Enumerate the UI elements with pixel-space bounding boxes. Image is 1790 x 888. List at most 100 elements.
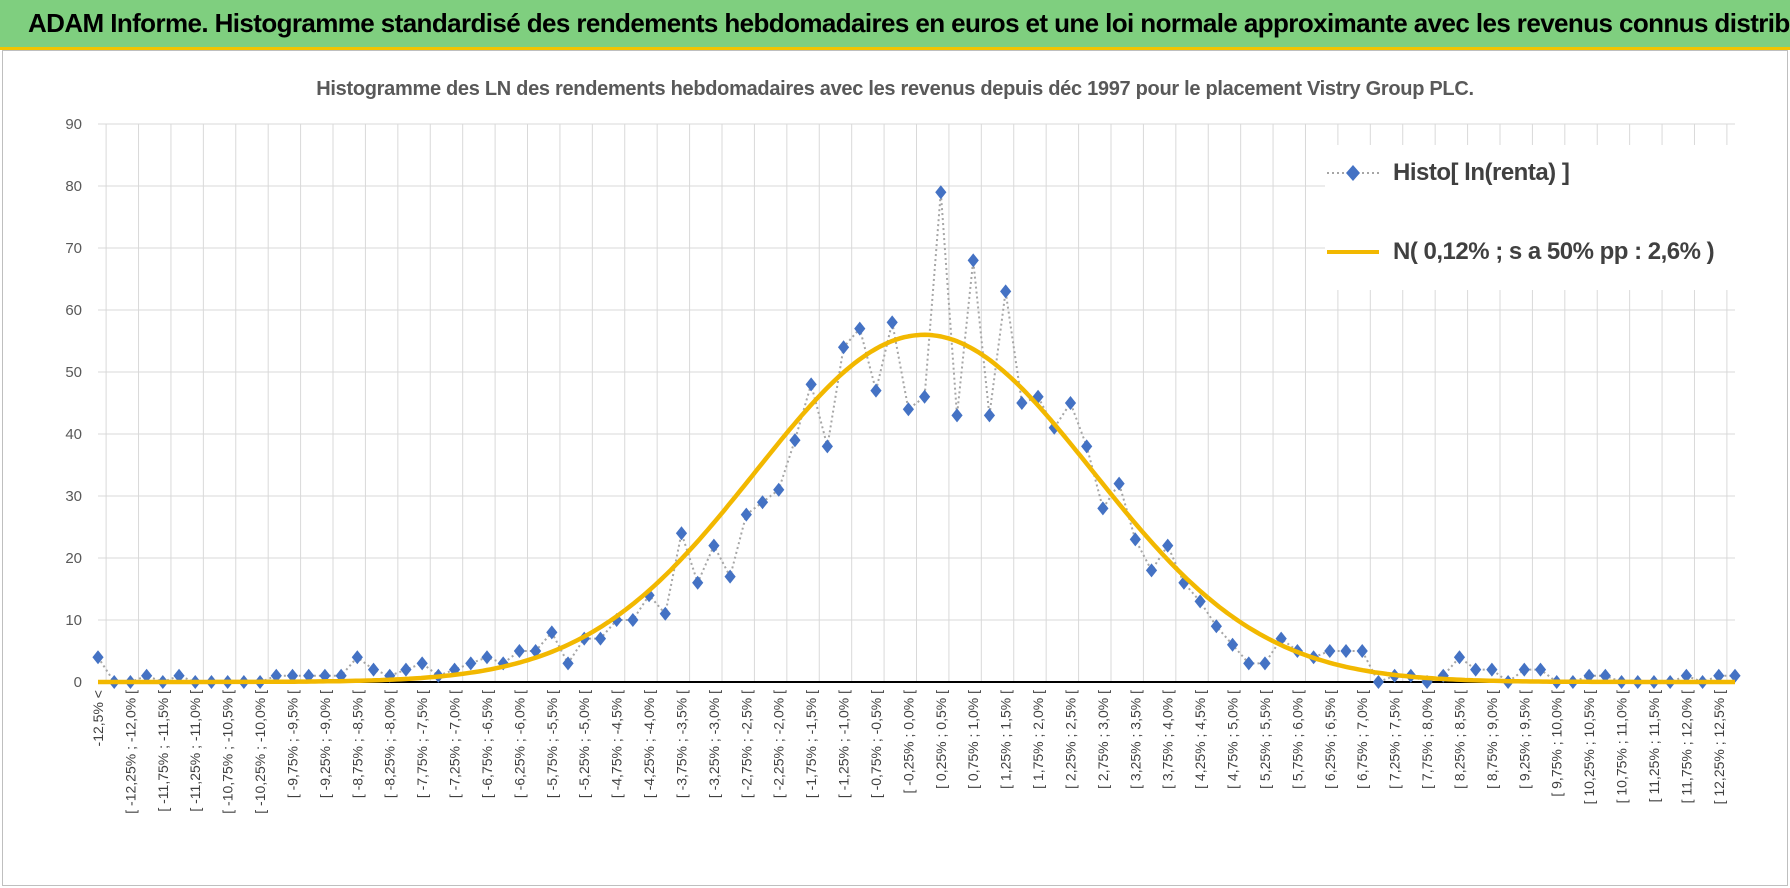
histo-point [270, 668, 282, 683]
histo-point [1453, 650, 1466, 665]
histo-point [854, 321, 866, 336]
x-tick-label: [ 0,75% ; 1,0% [ [965, 690, 981, 789]
y-tick-label: 20 [65, 550, 82, 567]
x-tick-label: [ -10,25% ; -10,0% [ [252, 690, 268, 814]
histo-point [1226, 637, 1239, 652]
histo-point [1048, 420, 1060, 435]
histo-point [951, 408, 963, 423]
histo-point [708, 538, 720, 553]
histo-point [1599, 668, 1611, 683]
histo-point [1340, 644, 1352, 658]
x-tick-label: [ -10,75% ; -10,5% [ [220, 690, 236, 814]
x-tick-label: [ -1,25% ; -1,0% [ [836, 690, 852, 798]
histo-point [789, 433, 801, 448]
histo-point [627, 613, 639, 627]
histo-point [1081, 439, 1093, 454]
histo-point [1275, 631, 1287, 646]
x-tick-label: [ 10,25% ; 10,5% [ [1581, 690, 1597, 805]
histo-point [367, 662, 380, 677]
histo-point [351, 650, 363, 665]
histo-point [1324, 644, 1336, 658]
legend-normal-line [1327, 250, 1379, 254]
x-tick-labels: -12,5% < [ -12,25% ; -12,0% [[ -11,75% ; … [90, 690, 1727, 814]
x-tick-label: [ 3,75% ; 4,0% [ [1160, 690, 1176, 789]
histo-point [1713, 668, 1725, 683]
x-tick-label: [ -9,25% ; -9,0% [ [317, 690, 333, 798]
x-tick-label: [ -0,75% ; -0,5% [ [868, 690, 884, 798]
normal-series-layer [98, 332, 1735, 685]
x-tick-label: [ 2,75% ; 3,0% [ [1095, 690, 1111, 789]
histo-point [173, 668, 185, 683]
x-tick-label: [ -2,75% ; -2,5% [ [738, 690, 754, 798]
histo-point [983, 408, 996, 423]
y-tick-label: 50 [65, 364, 82, 381]
histo-point [286, 668, 299, 683]
histo-point [756, 495, 769, 510]
legend-normal-label: N( 0,12% ; s a 50% pp : 2,6% ) [1393, 238, 1715, 265]
histo-point [1162, 538, 1174, 553]
x-tick-label: [ 11,75% ; 12,0% [ [1678, 690, 1694, 803]
histo-point [448, 662, 461, 677]
histo-point [1194, 594, 1206, 609]
report-title: ADAM Informe. Histogramme standardisé de… [28, 8, 1790, 38]
x-tick-label: [ 2,25% ; 2,5% [ [1062, 690, 1078, 789]
histo-point [902, 402, 914, 417]
x-tick-label: -12,5% < [90, 690, 106, 746]
x-tick-label: [ -6,75% ; -6,5% [ [479, 690, 495, 798]
y-tick-label: 90 [65, 116, 82, 133]
x-tick-label: [ 7,75% ; 8,0% [ [1419, 690, 1435, 789]
histo-point [1129, 532, 1141, 547]
histo-point [562, 656, 574, 671]
histo-point [886, 315, 898, 330]
histo-point [497, 656, 509, 671]
legend-item-normal: N( 0,12% ; s a 50% pp : 2,6% ) [1325, 232, 1715, 272]
chart-legend: Histo[ ln(renta) ] N( 0,12% ; s a 50% pp… [1325, 145, 1765, 290]
x-tick-label: [ -8,25% ; -8,0% [ [382, 690, 398, 798]
histo-point [805, 377, 817, 392]
histo-point [773, 482, 785, 497]
histo-point [1470, 662, 1482, 677]
x-tick-label: [ -5,75% ; -5,5% [ [544, 690, 560, 798]
histo-point [92, 650, 104, 665]
x-tick-label: [ -5,25% ; -5,0% [ [576, 690, 592, 798]
histo-point [692, 575, 704, 590]
x-tick-label: [ 12,25% ; 12,5% [ [1711, 690, 1727, 805]
x-tick-label: [ 1,75% ; 2,0% [ [1030, 690, 1046, 789]
histo-point [821, 439, 833, 454]
legend-histo-marker [1327, 165, 1379, 181]
x-tick-label: [ 6,75% ; 7,0% [ [1354, 690, 1370, 789]
x-tick-label: [ -6,25% ; -6,0% [ [511, 690, 527, 798]
histo-point [546, 625, 558, 640]
histo-point [1583, 668, 1595, 683]
y-tick-label: 60 [65, 302, 82, 319]
y-tick-label: 80 [65, 178, 82, 195]
x-tick-label: [ 10,75% ; 11,0% [ [1614, 690, 1630, 803]
x-tick-label: [ 7,25% ; 7,5% [ [1387, 690, 1403, 789]
histo-point [1534, 662, 1547, 677]
x-tick-label: [ -11,25% ; -11,0% [ [187, 690, 203, 812]
x-tick-label: [ 8,75% ; 9,0% [ [1484, 690, 1500, 789]
histo-point [740, 507, 752, 522]
x-tick-label: [ -9,75% ; -9,5% [ [284, 690, 300, 798]
x-tick-label: [ -4,75% ; -4,5% [ [609, 690, 625, 798]
x-tick-label: [ 6,25% ; 6,5% [ [1322, 690, 1338, 789]
x-tick-label: [ 4,25% ; 4,5% [ [1192, 690, 1208, 789]
x-tick-label: [ -7,75% ; -7,5% [ [414, 690, 430, 798]
histo-point [675, 526, 688, 541]
histo-point [1178, 575, 1190, 590]
histo-point [1372, 675, 1385, 689]
x-tick-label: [ 11,25% ; 11,5% [ [1646, 690, 1662, 802]
histo-point [1356, 644, 1368, 658]
histo-point [1243, 656, 1255, 671]
y-tick-label: 40 [65, 426, 82, 443]
histo-point [1145, 563, 1158, 578]
x-tick-label: [ -11,75% ; -11,5% [ [155, 690, 171, 812]
y-tick-labels: 0 10 20 30 40 50 60 70 80 90 [65, 116, 82, 691]
y-tick-label: 10 [65, 612, 82, 629]
y-tick-label: 0 [74, 674, 82, 691]
histo-point [1113, 476, 1125, 491]
histo-point [1680, 668, 1692, 683]
y-tick-label: 70 [65, 240, 82, 257]
grid-layer [98, 123, 1735, 682]
